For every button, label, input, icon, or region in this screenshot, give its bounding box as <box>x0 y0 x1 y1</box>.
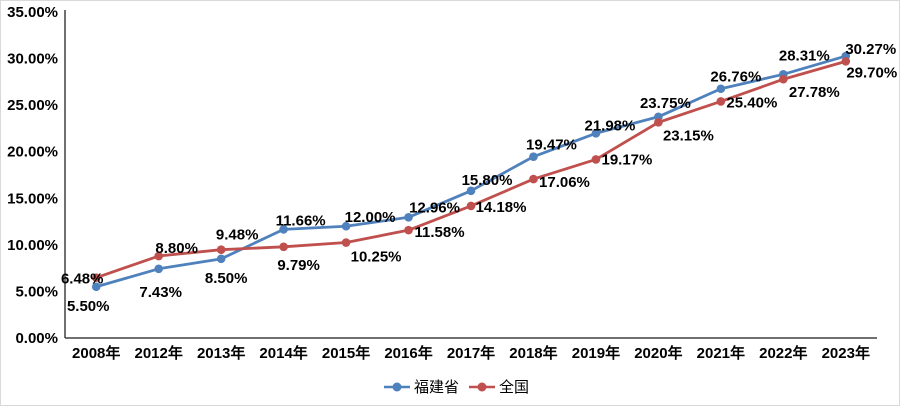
data-point-label-福建省: 28.31% <box>779 47 830 64</box>
data-point-label-全国: 11.58% <box>415 224 465 241</box>
data-point-label-全国: 25.40% <box>726 94 777 111</box>
data-point-marker-福建省 <box>154 264 163 274</box>
data-point-marker-福建省 <box>591 128 601 138</box>
x-tick-label: 2021年 <box>697 344 745 362</box>
data-point-label-全国: 29.70% <box>846 64 897 81</box>
data-point-marker-全国 <box>404 225 413 235</box>
data-point-label-全国: 9.79% <box>277 257 320 274</box>
data-point-label-全国: 9.48% <box>216 227 259 244</box>
data-point-marker-全国 <box>279 242 288 252</box>
x-tick-label: 2015年 <box>322 344 370 362</box>
y-tick-label: 25.00% <box>7 97 58 114</box>
data-point-marker-福建省 <box>466 186 476 196</box>
legend-label-全国: 全国 <box>499 378 529 396</box>
x-tick-label: 2008年 <box>72 344 120 362</box>
x-tick-label: 2022年 <box>759 344 807 362</box>
data-point-label-福建省: 12.00% <box>345 209 396 226</box>
data-point-marker-全国 <box>591 155 601 164</box>
x-tick-label: 2020年 <box>634 344 682 362</box>
data-point-marker-全国 <box>154 251 163 261</box>
data-point-label-福建省: 19.47% <box>526 137 577 154</box>
x-tick-label: 2016年 <box>384 344 432 362</box>
data-point-marker-全国 <box>91 273 101 282</box>
data-point-marker-全国 <box>716 97 726 106</box>
data-point-marker-福建省 <box>404 212 413 222</box>
data-point-label-福建省: 7.43% <box>139 284 182 301</box>
data-point-label-福建省: 30.27% <box>845 41 896 58</box>
data-point-marker-福建省 <box>91 282 101 292</box>
data-point-label-福建省: 15.80% <box>462 172 513 189</box>
x-tick-label: 2014年 <box>259 344 307 362</box>
data-point-label-全国: 14.18% <box>476 199 527 216</box>
data-point-marker-福建省 <box>279 225 288 234</box>
data-point-marker-全国 <box>216 245 226 255</box>
data-point-marker-福建省 <box>341 221 351 231</box>
data-point-marker-全国 <box>466 201 476 211</box>
legend-marker-dot-福建省 <box>392 382 402 392</box>
data-point-label-全国: 6.48% <box>61 271 104 288</box>
data-point-marker-福建省 <box>216 254 226 264</box>
data-point-label-福建省: 12.96% <box>409 199 460 216</box>
legend-marker-dot-全国 <box>477 382 487 392</box>
data-point-marker-全国 <box>341 238 351 247</box>
y-tick-label: 0.00% <box>15 330 58 347</box>
data-point-marker-福建省 <box>716 84 726 94</box>
y-tick-label: 35.00% <box>7 4 58 21</box>
data-point-label-全国: 23.15% <box>663 127 714 144</box>
data-point-label-全国: 10.25% <box>351 249 402 266</box>
data-point-marker-全国 <box>654 118 663 127</box>
data-point-label-福建省: 8.50% <box>205 270 248 287</box>
data-point-marker-全国 <box>841 57 851 66</box>
y-tick-label: 20.00% <box>7 144 58 161</box>
x-tick-label: 2012年 <box>135 344 183 362</box>
data-point-label-福建省: 26.76% <box>710 69 761 86</box>
x-tick-label: 2023年 <box>822 344 870 362</box>
data-point-label-福建省: 5.50% <box>67 298 110 315</box>
data-point-label-福建省: 21.98% <box>584 117 635 134</box>
x-tick-label: 2018年 <box>509 344 557 362</box>
data-point-label-全国: 19.17% <box>601 151 652 168</box>
data-point-label-全国: 8.80% <box>155 240 198 257</box>
data-point-label-全国: 27.78% <box>789 84 840 101</box>
data-point-marker-全国 <box>779 74 788 84</box>
legend-label-福建省: 福建省 <box>414 379 459 396</box>
data-point-label-福建省: 23.75% <box>640 95 691 112</box>
x-tick-label: 2013年 <box>197 344 245 362</box>
y-tick-label: 5.00% <box>15 283 58 300</box>
y-tick-label: 30.00% <box>7 51 58 68</box>
data-point-marker-全国 <box>529 174 538 184</box>
data-point-marker-福建省 <box>529 152 538 161</box>
data-point-label-福建省: 11.66% <box>276 212 326 229</box>
x-tick-label: 2019年 <box>572 344 620 362</box>
y-tick-label: 15.00% <box>7 190 58 207</box>
data-point-label-全国: 17.06% <box>539 174 590 191</box>
y-tick-label: 10.00% <box>7 237 58 254</box>
x-tick-label: 2017年 <box>447 344 495 362</box>
